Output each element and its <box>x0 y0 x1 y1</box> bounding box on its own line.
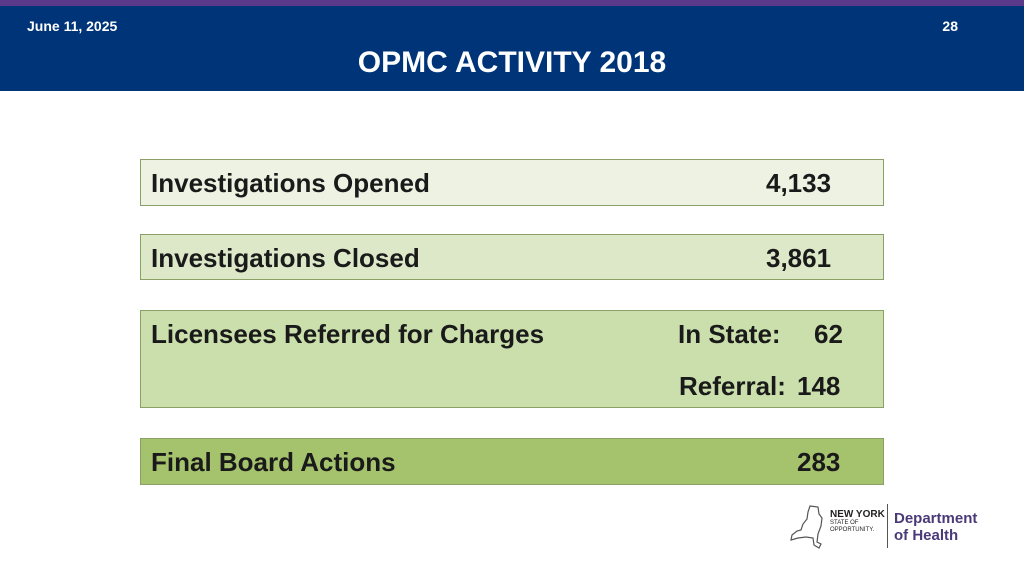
doh-line-2: of Health <box>894 527 959 544</box>
stat-value: 283 <box>797 447 841 477</box>
department-of-health-wordmark: Department of Health <box>894 510 977 544</box>
logo-divider <box>887 504 888 548</box>
in-state-value: 62 <box>814 319 843 349</box>
stat-label: Final Board Actions <box>151 447 396 477</box>
new-york-state-outline-icon <box>790 505 823 549</box>
slide-title: OPMC ACTIVITY 2018 <box>357 46 667 79</box>
ny-opportunity-wordmark: NEW YORK STATE OF OPPORTUNITY. <box>830 510 885 534</box>
slide-header: June 11, 2025 28 OPMC ACTIVITY 2018 <box>0 0 1024 91</box>
stat-label: Investigations Opened <box>151 168 430 198</box>
referral-value: 148 <box>797 371 841 401</box>
stat-box-final-board-actions: Final Board Actions 283 <box>140 438 884 485</box>
in-state-label: In State: <box>678 319 781 349</box>
nys-doh-logo: NEW YORK STATE OF OPPORTUNITY. Departmen… <box>788 502 988 552</box>
stat-box-licensees-referred: Licensees Referred for Charges In State:… <box>140 310 884 408</box>
referral-label: Referral: <box>679 371 786 401</box>
ny-line-1: NEW YORK <box>830 509 885 520</box>
doh-line-1: Department <box>894 510 978 527</box>
ny-line-3: OPPORTUNITY. <box>830 527 875 533</box>
stat-label: Licensees Referred for Charges <box>151 319 545 349</box>
slide-date: June 11, 2025 <box>27 18 118 34</box>
slide-page-number: 28 <box>942 18 958 34</box>
stat-value: 4,133 <box>766 168 832 198</box>
ny-line-2: STATE OF <box>830 520 859 526</box>
header-accent-strip <box>0 0 1024 6</box>
stat-box-investigations-closed: Investigations Closed 3,861 <box>140 234 884 280</box>
stat-label: Investigations Closed <box>151 243 420 273</box>
stat-value: 3,861 <box>766 243 832 273</box>
stat-box-investigations-opened: Investigations Opened 4,133 <box>140 159 884 206</box>
